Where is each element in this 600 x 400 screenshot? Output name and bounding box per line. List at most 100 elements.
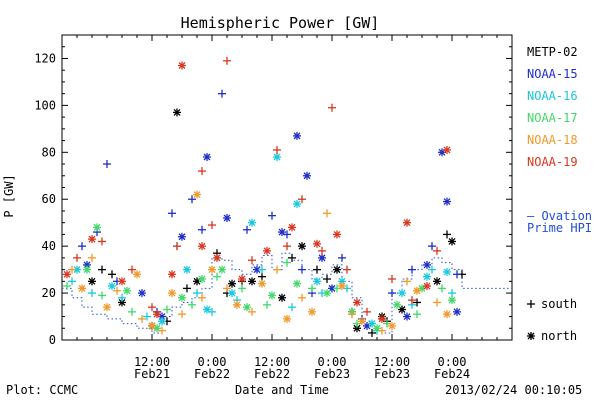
north-marker bbox=[228, 289, 236, 298]
south-marker bbox=[98, 237, 106, 246]
south-marker bbox=[143, 312, 151, 321]
south-marker bbox=[298, 265, 306, 274]
north-marker bbox=[413, 286, 421, 295]
south-marker bbox=[218, 89, 226, 98]
legend-series-label: NOAA-15 bbox=[527, 67, 578, 81]
axes: 02040608010012012:00Feb210:00Feb2212:00F… bbox=[34, 34, 513, 381]
south-marker bbox=[448, 289, 456, 298]
south-marker bbox=[128, 307, 136, 316]
south-marker bbox=[368, 328, 376, 337]
north-marker bbox=[93, 223, 101, 232]
south-marker bbox=[363, 307, 371, 316]
north-marker bbox=[293, 131, 301, 140]
x-tick-label-date: Feb24 bbox=[434, 367, 470, 381]
north-marker bbox=[443, 310, 451, 319]
south-marker bbox=[223, 284, 231, 293]
north-marker bbox=[403, 312, 411, 321]
south-marker bbox=[108, 270, 116, 279]
south-marker bbox=[78, 242, 86, 251]
y-axis-label: P [GW] bbox=[2, 174, 16, 217]
legend-ovation-label: Prime HPI bbox=[527, 221, 592, 235]
north-marker bbox=[238, 275, 246, 283]
north-marker bbox=[298, 242, 306, 251]
south-marker bbox=[258, 272, 266, 281]
legend-series-label: NOAA-19 bbox=[527, 155, 578, 169]
y-tick-label: 0 bbox=[49, 333, 56, 347]
north-marker bbox=[263, 246, 271, 255]
south-marker bbox=[433, 298, 441, 307]
south-marker bbox=[88, 253, 96, 262]
north-marker bbox=[308, 307, 316, 316]
north-marker bbox=[278, 293, 286, 302]
x-tick-label-date: Feb22 bbox=[194, 367, 230, 381]
north-marker bbox=[293, 199, 301, 208]
north-marker bbox=[208, 265, 216, 274]
south-marker bbox=[213, 272, 221, 281]
south-marker bbox=[208, 221, 216, 230]
south-marker bbox=[68, 277, 76, 286]
south-marker bbox=[313, 265, 321, 274]
north-marker bbox=[393, 300, 401, 309]
south-marker bbox=[163, 305, 171, 314]
plot-frame bbox=[61, 34, 513, 341]
north-marker bbox=[388, 321, 396, 330]
north-marker bbox=[323, 289, 331, 298]
south-marker bbox=[238, 284, 246, 293]
north-marker bbox=[313, 239, 321, 248]
south-marker bbox=[223, 56, 231, 65]
south-marker bbox=[63, 282, 71, 291]
south-marker bbox=[103, 160, 111, 169]
south-marker bbox=[273, 265, 281, 274]
north-marker bbox=[173, 108, 181, 117]
north-marker bbox=[353, 298, 361, 307]
north-marker bbox=[73, 265, 81, 274]
south-marker bbox=[388, 289, 396, 298]
south-marker bbox=[98, 265, 106, 274]
north-marker bbox=[168, 289, 176, 298]
north-marker bbox=[78, 284, 86, 293]
north-marker bbox=[443, 197, 451, 206]
south-marker bbox=[318, 246, 326, 255]
x-tick-label-date: Feb21 bbox=[134, 367, 170, 381]
north-marker bbox=[278, 228, 286, 237]
south-marker bbox=[273, 145, 281, 154]
north-marker bbox=[203, 305, 211, 314]
north-marker bbox=[123, 286, 131, 295]
legend-series-label: NOAA-16 bbox=[527, 89, 578, 103]
south-marker bbox=[248, 307, 256, 316]
north-marker bbox=[183, 265, 191, 274]
north-marker bbox=[158, 317, 166, 326]
south-marker bbox=[298, 195, 306, 204]
y-tick-label: 80 bbox=[42, 145, 56, 159]
south-marker bbox=[428, 265, 436, 274]
legend-series-label: NOAA-18 bbox=[527, 133, 578, 147]
south-marker bbox=[453, 270, 461, 279]
north-marker bbox=[333, 230, 341, 239]
legend-ovation-label: — Ovation bbox=[527, 209, 592, 223]
south-marker bbox=[413, 298, 421, 307]
north-marker bbox=[423, 272, 431, 281]
south-marker bbox=[198, 293, 206, 302]
north-marker bbox=[433, 277, 441, 286]
south-marker bbox=[348, 310, 356, 319]
north-marker bbox=[268, 291, 276, 300]
north-marker bbox=[273, 153, 281, 161]
y-tick-label: 120 bbox=[34, 51, 56, 65]
south-marker bbox=[408, 296, 416, 305]
north-marker bbox=[283, 314, 291, 323]
north-marker bbox=[223, 214, 231, 222]
north-marker bbox=[248, 218, 256, 227]
south-marker bbox=[173, 242, 181, 251]
south-marker bbox=[323, 275, 331, 283]
x-axis-label: Date and Time bbox=[235, 383, 329, 397]
timestamp: 2013/02/24 00:10:05 bbox=[445, 383, 583, 397]
north-marker bbox=[203, 153, 211, 161]
south-marker bbox=[263, 300, 271, 309]
x-tick-label-time: 0:00 bbox=[438, 355, 467, 369]
north-marker bbox=[398, 289, 406, 298]
legend-series-label: METP-02 bbox=[527, 45, 578, 59]
y-tick-label: 100 bbox=[34, 98, 56, 112]
south-marker bbox=[188, 195, 196, 204]
north-marker bbox=[423, 260, 431, 269]
ovation-series bbox=[62, 252, 512, 334]
